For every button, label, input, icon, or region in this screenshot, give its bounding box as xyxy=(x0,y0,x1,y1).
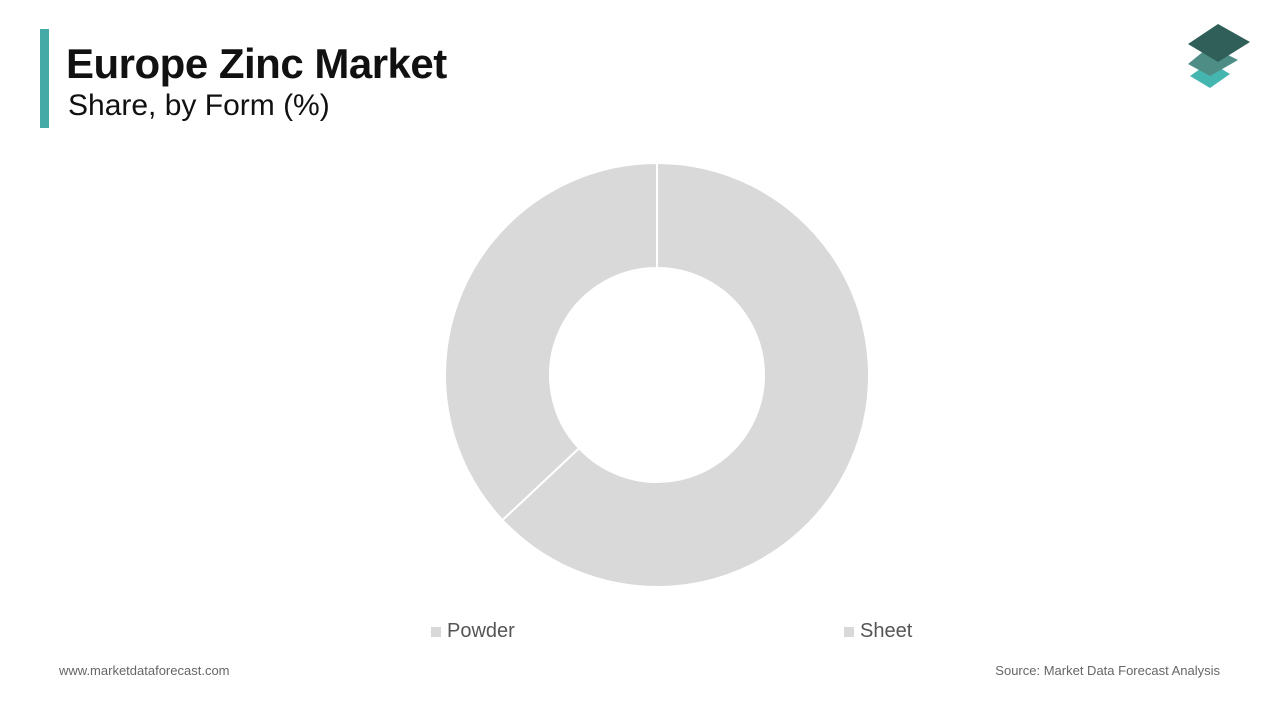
legend-label: Powder xyxy=(447,620,515,642)
legend-swatch xyxy=(844,626,854,637)
legend-label: Sheet xyxy=(860,620,913,642)
website-link[interactable]: www.marketdataforecast.com xyxy=(59,663,230,678)
logo-icon xyxy=(1188,24,1250,88)
legend-item-powder: Powder xyxy=(431,620,515,643)
page-title: Europe Zinc Market xyxy=(66,40,447,87)
donut-slice-powder xyxy=(501,161,870,588)
title-accent-bar xyxy=(40,29,49,128)
source-note: Source: Market Data Forecast Analysis xyxy=(995,663,1220,678)
donut-slice-sheet xyxy=(444,161,658,522)
page-subtitle: Share, by Form (%) xyxy=(68,89,330,122)
legend-item-sheet: Sheet xyxy=(844,620,912,643)
legend-swatch xyxy=(431,626,441,637)
